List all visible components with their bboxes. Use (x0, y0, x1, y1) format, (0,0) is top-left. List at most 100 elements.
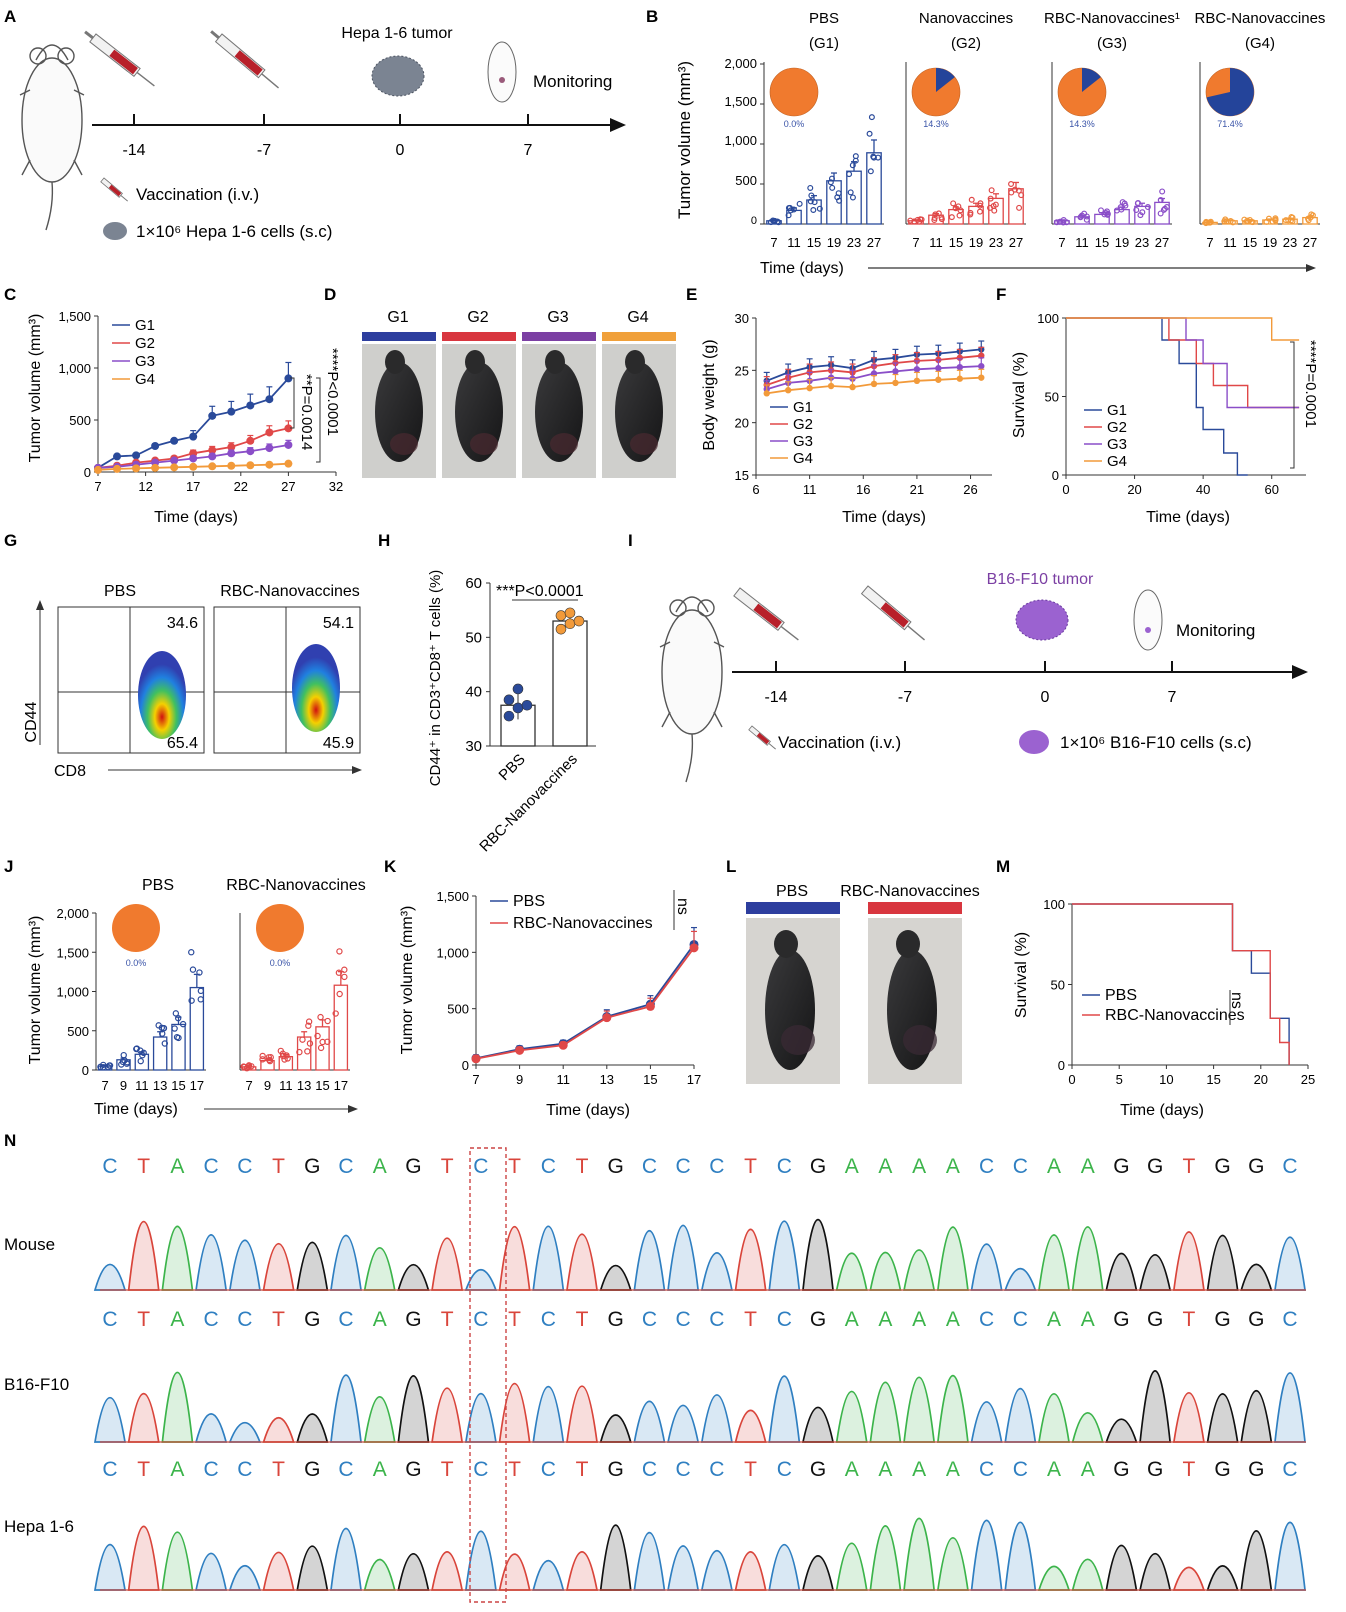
base-letter: G (608, 1458, 624, 1481)
base-letter: A (170, 1458, 184, 1481)
legend-label: G2 (793, 416, 813, 433)
peak (498, 1225, 531, 1291)
data-point (938, 216, 945, 223)
data-point (279, 1050, 287, 1057)
y-tick-label: 0 (82, 1063, 89, 1078)
series-pbs (471, 926, 699, 1063)
data-point (1307, 214, 1314, 221)
y-tick-label: 500 (69, 413, 91, 428)
group-title: PBS (809, 10, 839, 27)
data-point (849, 383, 856, 391)
data-point (515, 1045, 525, 1055)
y-axis-label: Tumor volume (mm³) (675, 61, 694, 219)
x-tick-label: 19 (969, 235, 983, 250)
base-letter: T (508, 1458, 521, 1481)
peak (599, 1414, 632, 1443)
base-letter: C (777, 1458, 792, 1481)
data-point (171, 1025, 178, 1032)
base-letter: A (1081, 1308, 1095, 1331)
tumor-region (781, 1025, 815, 1055)
x-tick-label: 17 (186, 479, 200, 494)
peak (431, 1237, 464, 1291)
data-point (281, 1056, 288, 1063)
x-tick-label: 12 (138, 479, 152, 494)
x-tick-label: 11 (556, 1072, 570, 1087)
mouse-head (545, 350, 565, 374)
group-subtitle: (G1) (809, 35, 839, 52)
peak (397, 1553, 430, 1591)
data-point (868, 114, 875, 121)
data-point (188, 997, 195, 1004)
x-tick-label: 7 (912, 235, 919, 250)
peak (228, 1565, 262, 1591)
data-point (512, 683, 524, 695)
base-letter: A (946, 1155, 960, 1178)
data-point (1097, 207, 1104, 214)
y-axis-label: CD44⁺ in CD3⁺CD8⁺ T cells (%) (427, 570, 444, 787)
panel-letter-d: D (324, 285, 336, 304)
data-point (189, 454, 198, 463)
y-tick-label: 1,000 (724, 133, 757, 148)
data-point (132, 464, 141, 473)
panel-letter-l: L (726, 857, 736, 876)
base-letter: G (304, 1155, 320, 1178)
base-letter: C (338, 1458, 353, 1481)
data-point (836, 197, 843, 204)
timeline-arrow (1292, 665, 1308, 679)
group-bar (522, 332, 596, 341)
cell-population (292, 644, 340, 732)
pie-slice (112, 904, 160, 952)
x-tick-label: 27 (1009, 235, 1023, 250)
data-point (1163, 204, 1170, 211)
data-point (1272, 216, 1279, 223)
y-axis-label: Survival (%) (1011, 352, 1028, 438)
significance-bracket (290, 377, 295, 429)
y-tick-label: 50 (1045, 390, 1059, 405)
peak (734, 1551, 767, 1591)
y-tick-label: 0 (84, 465, 91, 480)
peak (936, 1374, 969, 1443)
group-bar (362, 332, 436, 341)
base-letter: G (405, 1458, 421, 1481)
panel-letter-c: C (4, 285, 16, 304)
bar (552, 620, 588, 747)
legend-label: G2 (135, 335, 155, 352)
data-point (866, 130, 873, 137)
mouse-head (385, 350, 405, 374)
data-point (266, 1057, 274, 1065)
data-point (159, 1030, 166, 1037)
series-line (475, 943, 695, 1060)
base-letter: A (1047, 1155, 1061, 1178)
peak (1105, 1544, 1138, 1591)
peak (835, 1390, 868, 1443)
data-point (1248, 218, 1255, 225)
base-letter: C (237, 1308, 252, 1331)
data-point (1204, 219, 1211, 226)
legend-label: RBC-Nanovaccines (513, 915, 653, 932)
base-letter: C (102, 1308, 117, 1331)
x-tick-label: 7 (770, 235, 777, 250)
base-letter: G (608, 1155, 624, 1178)
data-point (284, 440, 293, 449)
base-letter: A (878, 1308, 892, 1331)
peak (1274, 1372, 1306, 1443)
data-point (1133, 206, 1140, 213)
x-tick-label: 11 (803, 482, 817, 497)
data-point (558, 1040, 568, 1050)
base-letter: C (541, 1458, 556, 1481)
data-point (935, 365, 942, 372)
data-point (521, 699, 533, 711)
data-point (160, 1024, 168, 1032)
peak (801, 1555, 835, 1591)
data-point (246, 436, 255, 445)
peak (633, 1229, 666, 1291)
group-subtitle: (G3) (1097, 35, 1127, 52)
gate-percent-upper: 54.1 (323, 615, 354, 632)
legend-label: RBC-Nanovaccines (1105, 1007, 1245, 1024)
x-axis-label: Time (days) (1146, 509, 1230, 526)
data-point (503, 694, 515, 706)
pie-label: 14.3% (923, 119, 949, 129)
base-letter: C (642, 1155, 657, 1178)
x-axis-label: Time (days) (154, 509, 238, 526)
